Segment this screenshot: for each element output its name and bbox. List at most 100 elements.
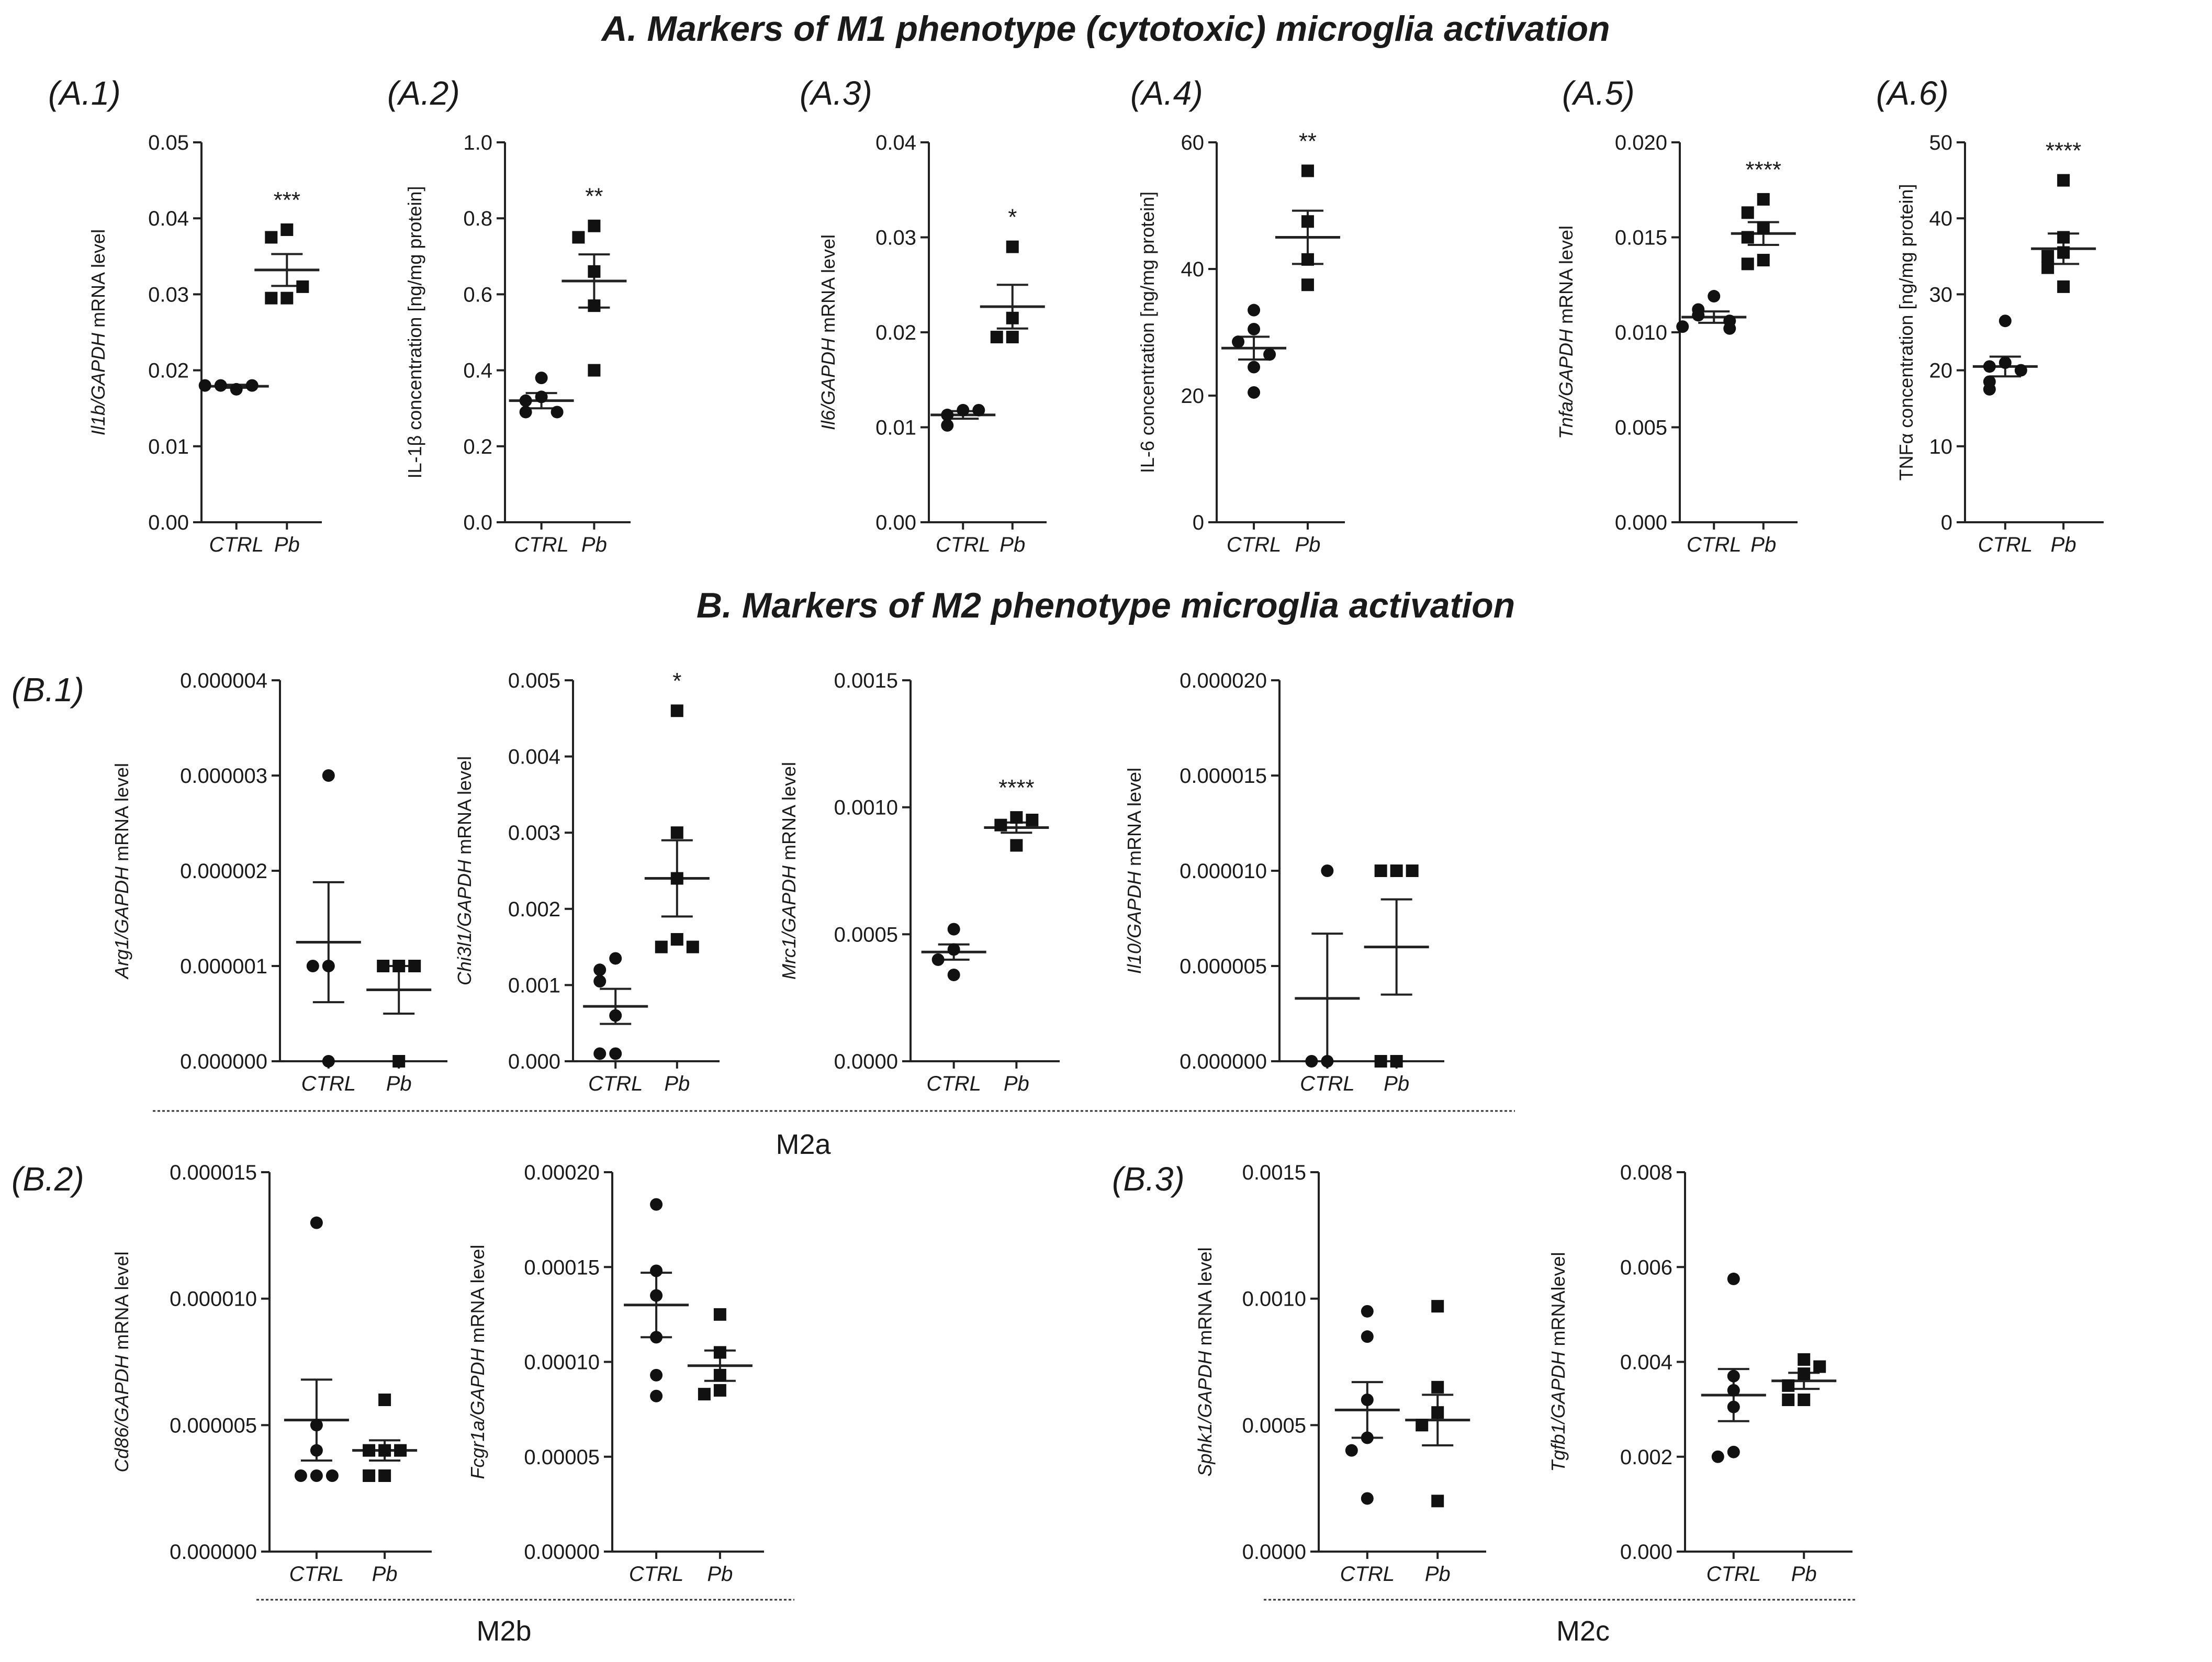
y-tick-label: 0.0000 — [1242, 1541, 1306, 1564]
data-point-ctrl — [1361, 1330, 1374, 1343]
data-point-pb — [1026, 813, 1039, 826]
y-tick-label: 50 — [1929, 131, 1953, 154]
y-tick-label: 0.01 — [875, 417, 916, 440]
data-point-ctrl — [1361, 1305, 1374, 1318]
chart-b1b: 0.000 0.001 0.002 0.003 0.004 0.005 Chi3l1/GAP… — [454, 668, 720, 1095]
data-point-pb — [588, 219, 601, 232]
panel-label-a6: (A.6) — [1876, 74, 1949, 112]
data-point-ctrl — [214, 379, 227, 392]
y-tick-label: 0.0015 — [834, 669, 898, 692]
data-point-pb — [990, 331, 1003, 344]
data-point-pb — [588, 364, 601, 377]
data-point-pb — [1431, 1406, 1444, 1419]
data-point-pb — [1782, 1379, 1795, 1392]
y-axis-label: Mrc1/GAPDH mRNA level — [778, 762, 800, 980]
data-point-ctrl — [1723, 322, 1736, 335]
data-point-pb — [1757, 193, 1770, 206]
y-tick-label: 0.006 — [1620, 1256, 1672, 1279]
data-point-ctrl — [230, 383, 243, 396]
category-label-ctrl: CTRL — [301, 1072, 356, 1095]
data-point-pb — [1301, 215, 1314, 228]
y-tick-label: 0.01 — [148, 435, 189, 458]
category-label-pb: Pb — [1384, 1072, 1409, 1095]
category-label-ctrl: CTRL — [1687, 533, 1741, 556]
data-point-ctrl — [1263, 348, 1276, 361]
y-tick-label: 0.010 — [1615, 321, 1667, 344]
y-tick-label: 0.008 — [1620, 1161, 1672, 1184]
section-b-title: B. Markers of M2 phenotype microglia act… — [697, 586, 1515, 625]
data-point-ctrl — [1727, 1369, 1740, 1383]
data-point-ctrl — [1727, 1384, 1740, 1397]
data-point-ctrl — [322, 960, 335, 972]
data-point-pb — [713, 1368, 726, 1382]
data-point-pb — [1798, 1394, 1811, 1406]
y-tick-label: 0.000001 — [180, 955, 267, 978]
data-point-pb — [1301, 164, 1314, 177]
data-point-pb — [588, 299, 601, 312]
chart-a4: 0 20 40 60 IL-6 concentration [ng/mg protein… — [1137, 128, 1345, 556]
category-label-pb: Pb — [2051, 533, 2076, 556]
data-point-ctrl — [650, 1331, 663, 1344]
y-axis-label: Tgfb1/GAPDH mRNAlevel — [1547, 1252, 1569, 1472]
y-tick-label: 30 — [1929, 283, 1953, 306]
y-axis-label: Cd86/GAPDH mRNA level — [111, 1251, 132, 1472]
data-point-pb — [1006, 240, 1019, 253]
category-label-ctrl: CTRL — [1340, 1563, 1395, 1586]
y-tick-label: 0.000 — [1615, 511, 1667, 534]
data-point-ctrl — [1361, 1431, 1374, 1444]
chart-b1a: 0.000000 0.000001 0.000002 0.000003 0.000004… — [111, 669, 447, 1095]
data-point-pb — [2057, 280, 2070, 293]
data-point-pb — [392, 1055, 406, 1068]
data-point-ctrl — [322, 769, 335, 782]
category-label-ctrl: CTRL — [209, 533, 263, 556]
chart-a3: 0.00 0.01 0.02 0.03 0.04 Il6/GAPDH mRNA level… — [817, 131, 1047, 556]
data-point-pb — [2057, 231, 2070, 244]
y-tick-label: 0.0015 — [1242, 1161, 1306, 1184]
significance-marker: *** — [274, 187, 300, 213]
data-point-ctrl — [535, 372, 548, 385]
m2a-label: M2a — [776, 1129, 831, 1160]
y-tick-label: 0.015 — [1615, 227, 1667, 250]
category-label-ctrl: CTRL — [289, 1563, 344, 1586]
chart-a1: 0.00 0.01 0.02 0.03 0.04 0.05 Il1b/GAPDH mRNA … — [87, 131, 322, 556]
y-tick-label: 0.0010 — [1242, 1288, 1306, 1311]
category-label-pb: Pb — [1425, 1563, 1451, 1586]
data-point-pb — [670, 704, 683, 717]
data-point-pb — [363, 1469, 376, 1482]
data-point-ctrl — [1998, 356, 2012, 369]
y-tick-label: 0.04 — [148, 207, 189, 230]
data-point-pb — [670, 826, 683, 839]
data-point-ctrl — [1692, 309, 1705, 322]
data-point-ctrl — [245, 379, 259, 392]
y-tick-label: 0.003 — [508, 822, 560, 845]
y-tick-label: 0 — [1193, 511, 1204, 534]
data-point-ctrl — [1983, 360, 1996, 373]
category-label-pb: Pb — [707, 1563, 733, 1586]
chart-a5: 0.000 0.005 0.010 0.015 0.020 Tnfa/GAPDH mRNA… — [1555, 131, 1798, 556]
data-point-ctrl — [972, 403, 985, 417]
data-point-ctrl — [1321, 1055, 1334, 1068]
y-tick-label: 0.4 — [463, 360, 492, 383]
data-point-ctrl — [593, 975, 607, 988]
data-point-ctrl — [1248, 361, 1261, 374]
y-tick-label: 0.00 — [148, 511, 189, 534]
data-point-ctrl — [2014, 364, 2027, 377]
data-point-ctrl — [310, 1444, 323, 1457]
data-point-pb — [296, 280, 309, 293]
data-point-pb — [670, 933, 683, 946]
data-point-pb — [1741, 257, 1754, 271]
y-tick-label: 0.000005 — [170, 1414, 257, 1437]
chart-b3b: 0.000 0.002 0.004 0.006 0.008 Tgfb1/GAPDH mRN… — [1547, 1161, 1852, 1586]
data-point-pb — [1390, 1055, 1403, 1068]
category-label-ctrl: CTRL — [588, 1072, 643, 1095]
data-point-ctrl — [609, 1009, 622, 1022]
data-point-pb — [1741, 231, 1754, 244]
data-point-pb — [280, 223, 294, 236]
data-point-pb — [1782, 1394, 1795, 1406]
y-tick-label: 0.005 — [508, 669, 560, 692]
data-point-pb — [1757, 254, 1770, 267]
y-tick-label: 0.0000 — [834, 1050, 898, 1073]
data-point-ctrl — [941, 419, 954, 432]
category-label-pb: Pb — [581, 533, 607, 556]
